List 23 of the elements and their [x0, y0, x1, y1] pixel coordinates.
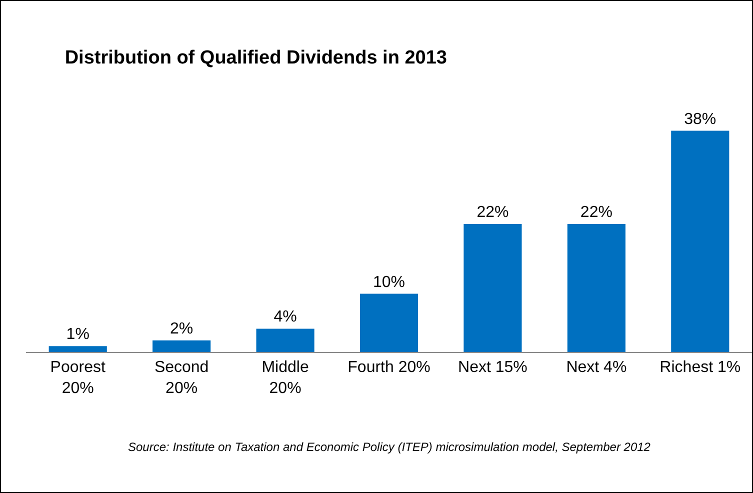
data-label: 38% [684, 110, 716, 128]
bar [464, 224, 522, 352]
data-label: 22% [476, 204, 509, 221]
x-tick-label: Fourth 20% [348, 359, 430, 376]
source-note: Source: Institute on Taxation and Economic Policy (ITEP) microsimulation model, September 2012 [128, 440, 651, 454]
data-label: 1% [66, 326, 90, 344]
x-tick-label: Middle 20% [262, 359, 309, 397]
bar [360, 294, 418, 352]
x-tick-label: Second 20% [154, 359, 209, 397]
bar [48, 346, 107, 352]
x-tick-label: Poorest 20% [50, 359, 106, 397]
x-tick-label: Next 15% [458, 359, 528, 376]
data-label: 4% [274, 308, 297, 326]
bar [152, 340, 211, 352]
x-tick-label: Next 4% [566, 359, 627, 376]
data-label: 2% [170, 320, 194, 338]
data-label: 10% [372, 274, 406, 291]
data-label: 22% [580, 204, 612, 221]
bar [567, 224, 626, 352]
bar [671, 130, 730, 352]
chart-title: Distribution of Qualified Dividends in 2013 [64, 47, 448, 68]
bar [256, 328, 314, 352]
x-tick-label: Richest 1% [660, 359, 741, 376]
